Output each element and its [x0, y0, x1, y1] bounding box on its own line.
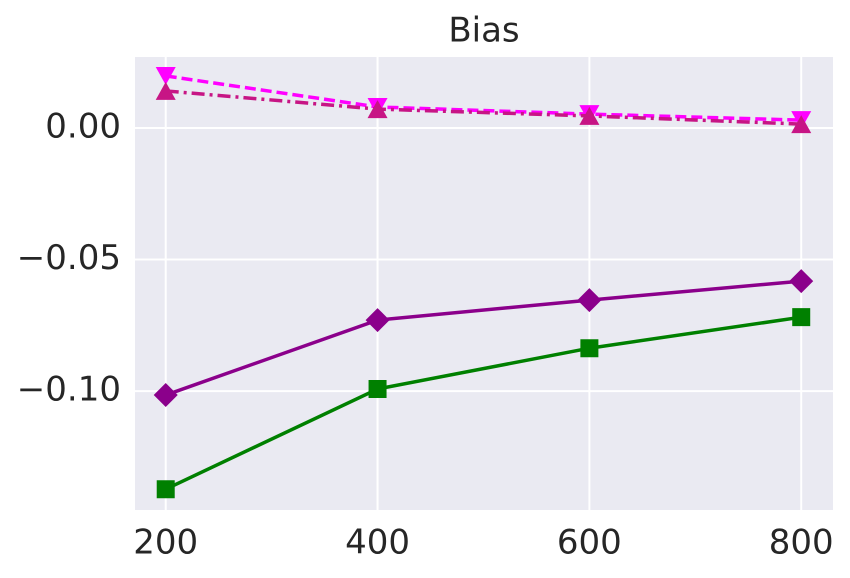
plot-area: [135, 57, 833, 510]
series-line: [164, 315, 802, 491]
y-tick-label: −0.10: [17, 370, 121, 410]
x-tick-label: 200: [133, 523, 198, 563]
marker: [789, 269, 814, 294]
chart-title: Bias: [448, 11, 519, 51]
x-tick-label: 600: [557, 523, 622, 563]
marker: [577, 288, 602, 313]
marker: [155, 66, 176, 85]
y-tick-label: −0.05: [17, 238, 121, 278]
marker: [365, 308, 390, 333]
marker: [153, 383, 178, 408]
series-line: [165, 279, 802, 397]
marker: [156, 480, 175, 499]
marker: [791, 115, 812, 134]
series-line: [165, 74, 802, 122]
x-tick-label: 400: [345, 523, 410, 563]
marker: [579, 106, 600, 125]
marker: [580, 339, 599, 358]
y-tick-label: 0.00: [45, 107, 121, 147]
marker: [155, 81, 176, 100]
marker: [367, 100, 388, 119]
series-line: [165, 89, 802, 126]
marker: [792, 308, 811, 327]
x-tick-label: 800: [769, 523, 834, 563]
marker: [368, 379, 387, 398]
